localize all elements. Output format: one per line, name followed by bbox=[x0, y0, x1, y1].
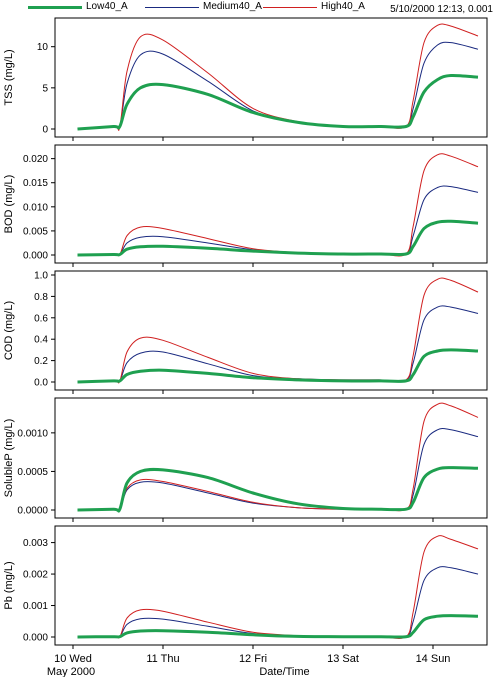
xtick-label: 11 Thu bbox=[146, 653, 179, 665]
legend-swatch bbox=[28, 6, 82, 9]
ytick-label-solublep: 0.0000 bbox=[17, 506, 48, 517]
series-line-low40-a-pb bbox=[77, 614, 479, 639]
series-line-high40-a-pb bbox=[77, 535, 479, 639]
cursor-readout: 5/10/2000 12:13, 0.001 bbox=[390, 4, 493, 15]
xtick-label: 12 Fri bbox=[239, 653, 267, 665]
legend-label: High40_A bbox=[321, 1, 365, 12]
panel-frame-solublep bbox=[54, 397, 488, 519]
ytick-label-bod: 0.000 bbox=[23, 251, 48, 262]
ytick-label-cod: 0.6 bbox=[34, 313, 48, 324]
ytick-label-cod: 0.2 bbox=[34, 356, 48, 367]
ytick-label-pb: 0.002 bbox=[23, 570, 48, 581]
xtick-label: 10 Wed bbox=[54, 653, 92, 665]
panel-frame-bod bbox=[54, 144, 488, 264]
series-line-high40-a-tss bbox=[77, 23, 479, 131]
ytick-label-pb: 0.000 bbox=[23, 633, 48, 644]
legend-label: Low40_A bbox=[86, 1, 128, 12]
ytick-label-tss: 0 bbox=[42, 125, 48, 136]
ytick-label-bod: 0.010 bbox=[23, 202, 48, 213]
panel-frame-cod bbox=[54, 270, 488, 391]
ytick-label-pb: 0.003 bbox=[23, 538, 48, 549]
ylabel-solublep: SolubleP (mg/L) bbox=[3, 419, 15, 498]
ytick-label-solublep: 0.0005 bbox=[17, 467, 48, 478]
ylabel-pb: Pb (mg/L) bbox=[3, 561, 15, 609]
series-line-low40-a-tss bbox=[77, 73, 479, 131]
x-axis-label: Date/Time bbox=[259, 666, 309, 677]
ytick-label-cod: 1.0 bbox=[34, 271, 48, 282]
ylabel-tss: TSS (mg/L) bbox=[3, 49, 15, 105]
ytick-label-tss: 5 bbox=[42, 83, 48, 94]
chart-legend: Low40_A Medium40_A High40_A 5/10/2000 12… bbox=[0, 0, 499, 18]
xtick-label: 13 Sat bbox=[327, 653, 359, 665]
legend-swatch bbox=[145, 7, 199, 8]
panel-frame-tss bbox=[54, 17, 488, 138]
legend-swatch bbox=[263, 7, 317, 8]
panel-frame-pb bbox=[54, 525, 488, 646]
ytick-label-bod: 0.020 bbox=[23, 154, 48, 165]
xtick-sublabel: May 2000 bbox=[47, 666, 95, 677]
legend-label: Medium40_A bbox=[203, 1, 262, 12]
xtick-label: 14 Sun bbox=[416, 653, 451, 665]
ytick-label-solublep: 0.0010 bbox=[17, 428, 48, 439]
ytick-label-pb: 0.001 bbox=[23, 601, 48, 612]
legend-item-high40-a[interactable]: High40_A bbox=[263, 1, 373, 15]
series-line-medium40-a-tss bbox=[77, 41, 479, 130]
ytick-label-cod: 0.8 bbox=[34, 292, 48, 303]
series-line-low40-a-bod bbox=[77, 219, 479, 257]
ytick-label-cod: 0.0 bbox=[34, 378, 48, 389]
ytick-label-tss: 10 bbox=[37, 42, 49, 53]
ylabel-cod: COD (mg/L) bbox=[3, 301, 15, 360]
series-line-medium40-a-bod bbox=[77, 185, 479, 256]
ytick-label-bod: 0.005 bbox=[23, 226, 48, 237]
series-line-low40-a-cod bbox=[77, 348, 479, 384]
ylabel-bod: BOD (mg/L) bbox=[3, 175, 15, 234]
ytick-label-cod: 0.4 bbox=[34, 335, 48, 346]
ytick-label-bod: 0.015 bbox=[23, 178, 48, 189]
series-line-low40-a-solublep bbox=[77, 466, 479, 513]
